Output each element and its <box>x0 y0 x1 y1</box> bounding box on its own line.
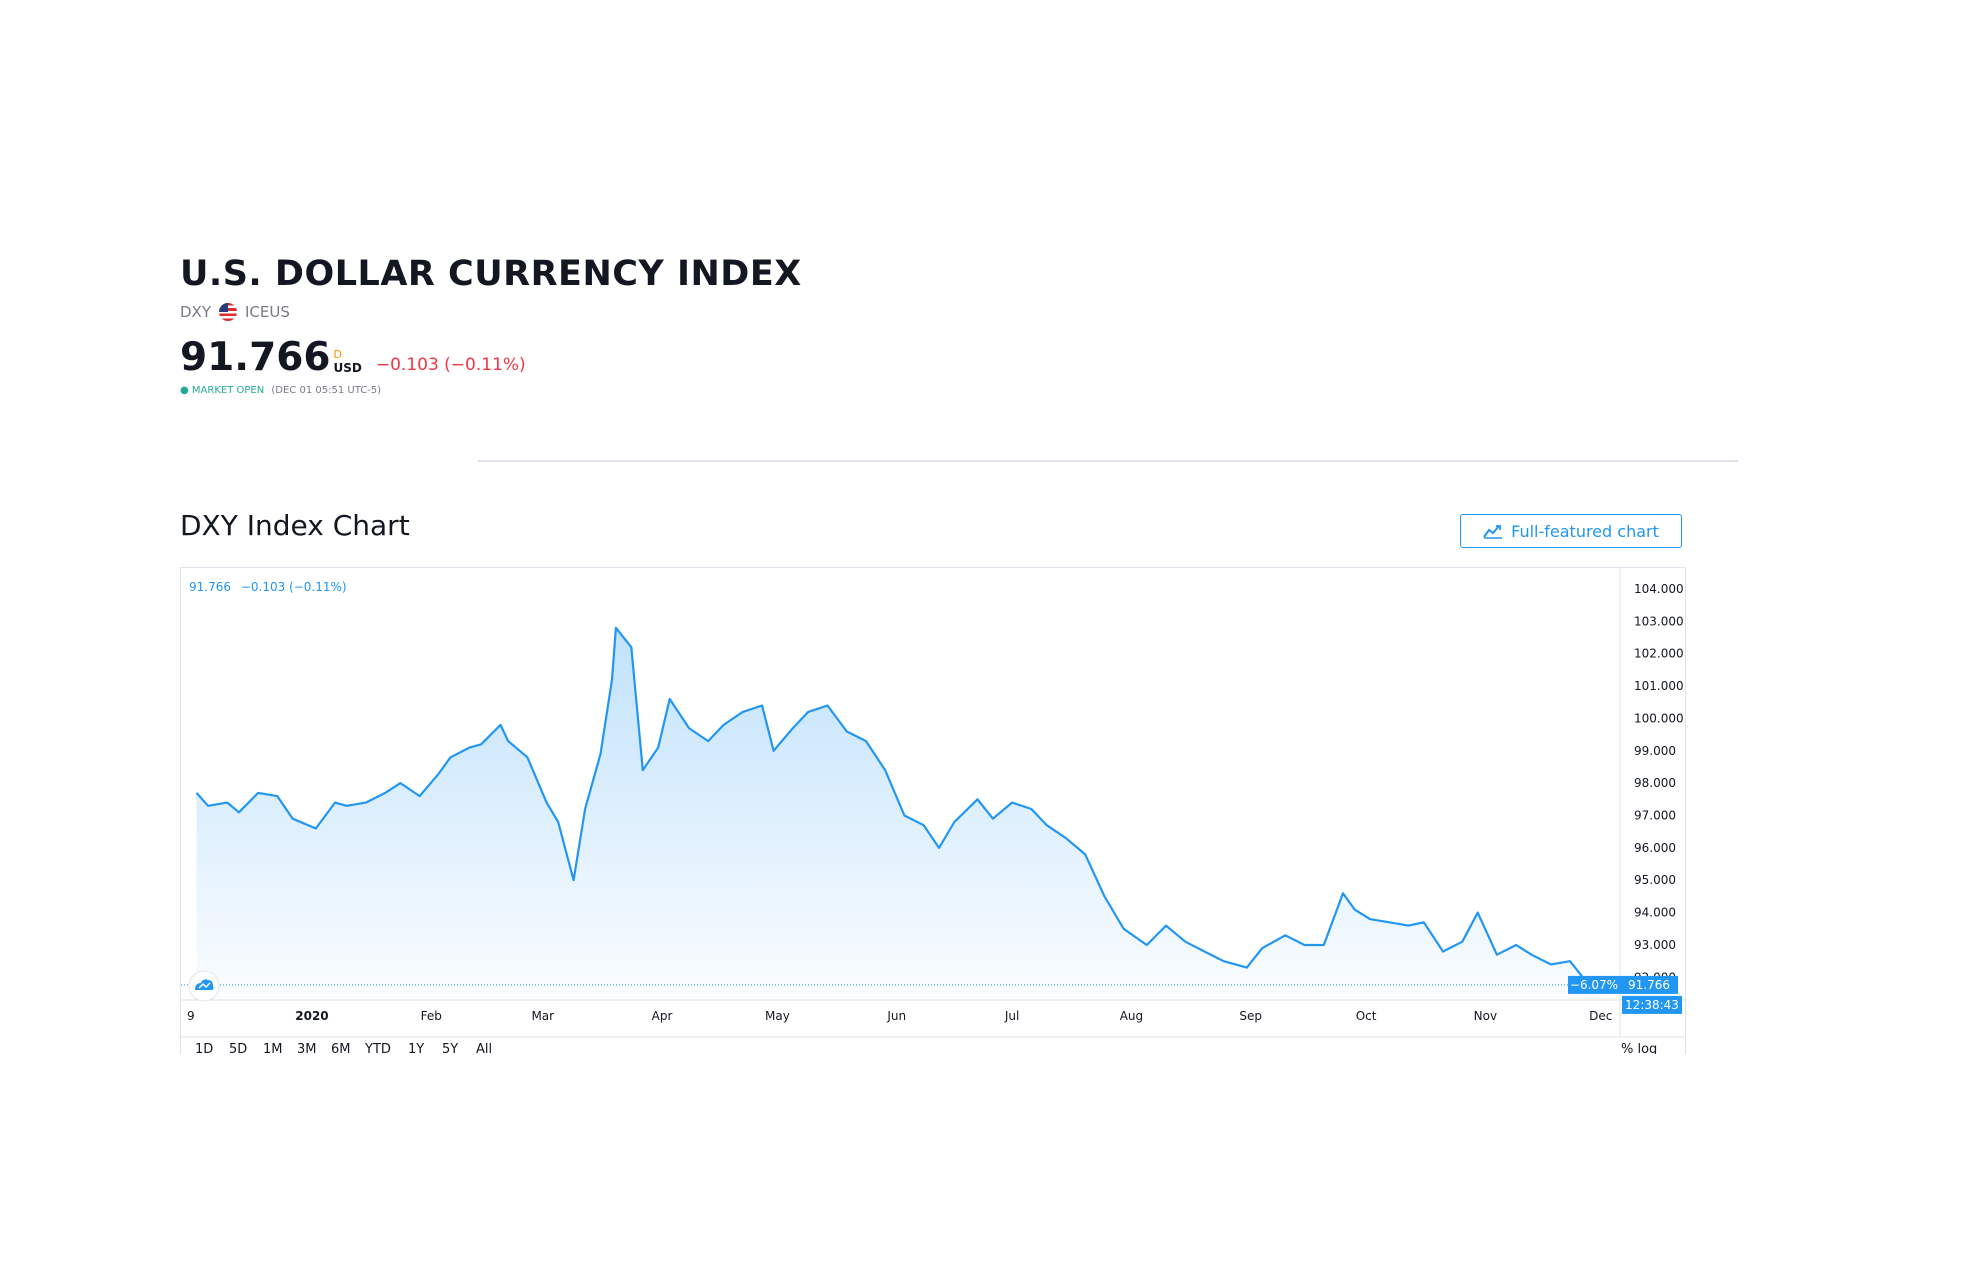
last-change-label: −6.07% <box>1570 978 1618 992</box>
y-tick-label: 101.000 <box>1634 679 1684 693</box>
x-tick-label: May <box>765 1009 790 1023</box>
range-button-5y[interactable]: 5Y <box>442 1042 459 1054</box>
y-tick-label: 103.000 <box>1634 614 1684 628</box>
market-status: MARKET OPEN <box>191 385 265 396</box>
x-tick-label: 2020 <box>295 1009 328 1023</box>
countdown-label: 12:38:43 <box>1625 998 1679 1012</box>
chart-legend: 91.766 −0.103 (−0.11%) <box>189 580 353 594</box>
x-tick-labels: 9 2020 Feb Mar Apr May Jun Jul Aug Sep Oct Nov Dec <box>187 1009 1612 1023</box>
us-flag-icon <box>219 303 237 321</box>
series-line <box>195 626 1602 986</box>
market-status-row: ● MARKET OPEN (DEC 01 05:51 UTC-5) <box>180 385 381 396</box>
x-tick-label: Aug <box>1120 1009 1143 1023</box>
full-featured-chart-button[interactable]: Full-featured chart <box>1460 514 1682 548</box>
x-tick-label: Apr <box>652 1009 673 1023</box>
last-price-label-bg <box>1620 975 1678 994</box>
price-meta: D USD <box>333 348 362 376</box>
x-tick-label: Mar <box>531 1009 554 1023</box>
y-tick-label: 99.000 <box>1634 744 1676 758</box>
page-title: U.S. DOLLAR CURRENCY INDEX <box>180 254 802 294</box>
chart-canvas[interactable]: 104.000 103.000 102.000 101.000 100.000 99.00… <box>181 568 1685 1038</box>
range-button-ytd[interactable]: YTD <box>365 1042 391 1054</box>
y-tick-label: 93.000 <box>1634 938 1676 952</box>
exchange-label: ICEUS <box>245 303 290 321</box>
tradingview-logo-icon[interactable] <box>188 970 220 1002</box>
chart-icon <box>1483 525 1503 539</box>
legend-change: −0.103 (−0.11%) <box>240 580 347 594</box>
percent-log-toggle[interactable]: % log <box>1621 1042 1658 1054</box>
x-tick-label: Nov <box>1474 1009 1497 1023</box>
y-tick-label: 96.000 <box>1634 841 1676 855</box>
section-divider <box>478 460 1738 462</box>
full-featured-chart-label: Full-featured chart <box>1511 521 1659 541</box>
y-tick-label: 94.000 <box>1634 906 1676 920</box>
x-tick-label: Dec <box>1589 1009 1612 1023</box>
chart-section-title: DXY Index Chart <box>180 509 410 542</box>
chart-widget[interactable]: 91.766 −0.103 (−0.11%) 104.000 103.000 102… <box>180 567 1686 1054</box>
price-row: 91.766 D USD −0.103 (−0.11%) <box>180 338 526 378</box>
price-change: −0.103 (−0.11%) <box>375 355 526 375</box>
countdown-label-bg <box>1622 995 1682 1014</box>
range-button-3m[interactable]: 3M <box>297 1042 317 1054</box>
y-tick-label: 102.000 <box>1634 647 1684 661</box>
x-tick-label: Jun <box>886 1009 906 1023</box>
currency-label: USD <box>333 361 362 375</box>
chart-bottom-bar: % log 1D 5D 1M 3M 6M YTD 1Y 5Y All <box>181 1038 1685 1054</box>
last-price: 91.766 <box>180 335 331 380</box>
x-tick-label: Jul <box>1004 1009 1019 1023</box>
delayed-flag: D <box>333 348 342 361</box>
symbol-label: DXY <box>180 303 211 321</box>
range-button-1m[interactable]: 1M <box>263 1042 283 1054</box>
range-button-5d[interactable]: 5D <box>229 1042 248 1054</box>
y-tick-label: 95.000 <box>1634 873 1676 887</box>
range-button-1d[interactable]: 1D <box>195 1042 214 1054</box>
last-price-label: 91.766 <box>1628 978 1670 992</box>
y-tick-label: 104.000 <box>1634 582 1684 596</box>
range-button-all[interactable]: All <box>476 1042 493 1054</box>
last-change-label-bg <box>1568 975 1620 994</box>
market-time: (DEC 01 05:51 UTC-5) <box>271 385 382 396</box>
y-tick-labels: 104.000 103.000 102.000 101.000 100.000 99.00… <box>1634 582 1684 984</box>
y-tick-label: 98.000 <box>1634 776 1676 790</box>
market-status-dot-icon: ● <box>180 385 189 396</box>
logo-mark <box>198 982 211 989</box>
series-area <box>196 627 1601 1000</box>
legend-price: 91.766 <box>189 580 231 594</box>
x-tick-label: 9 <box>187 1009 195 1023</box>
range-button-1y[interactable]: 1Y <box>408 1042 425 1054</box>
y-tick-label: 100.000 <box>1634 711 1684 725</box>
y-tick-label: 97.000 <box>1634 809 1676 823</box>
symbol-row: DXY ICEUS <box>180 303 290 321</box>
x-tick-label: Oct <box>1356 1009 1377 1023</box>
x-tick-label: Sep <box>1239 1009 1262 1023</box>
x-tick-label: Feb <box>421 1009 442 1023</box>
range-button-6m[interactable]: 6M <box>331 1042 351 1054</box>
